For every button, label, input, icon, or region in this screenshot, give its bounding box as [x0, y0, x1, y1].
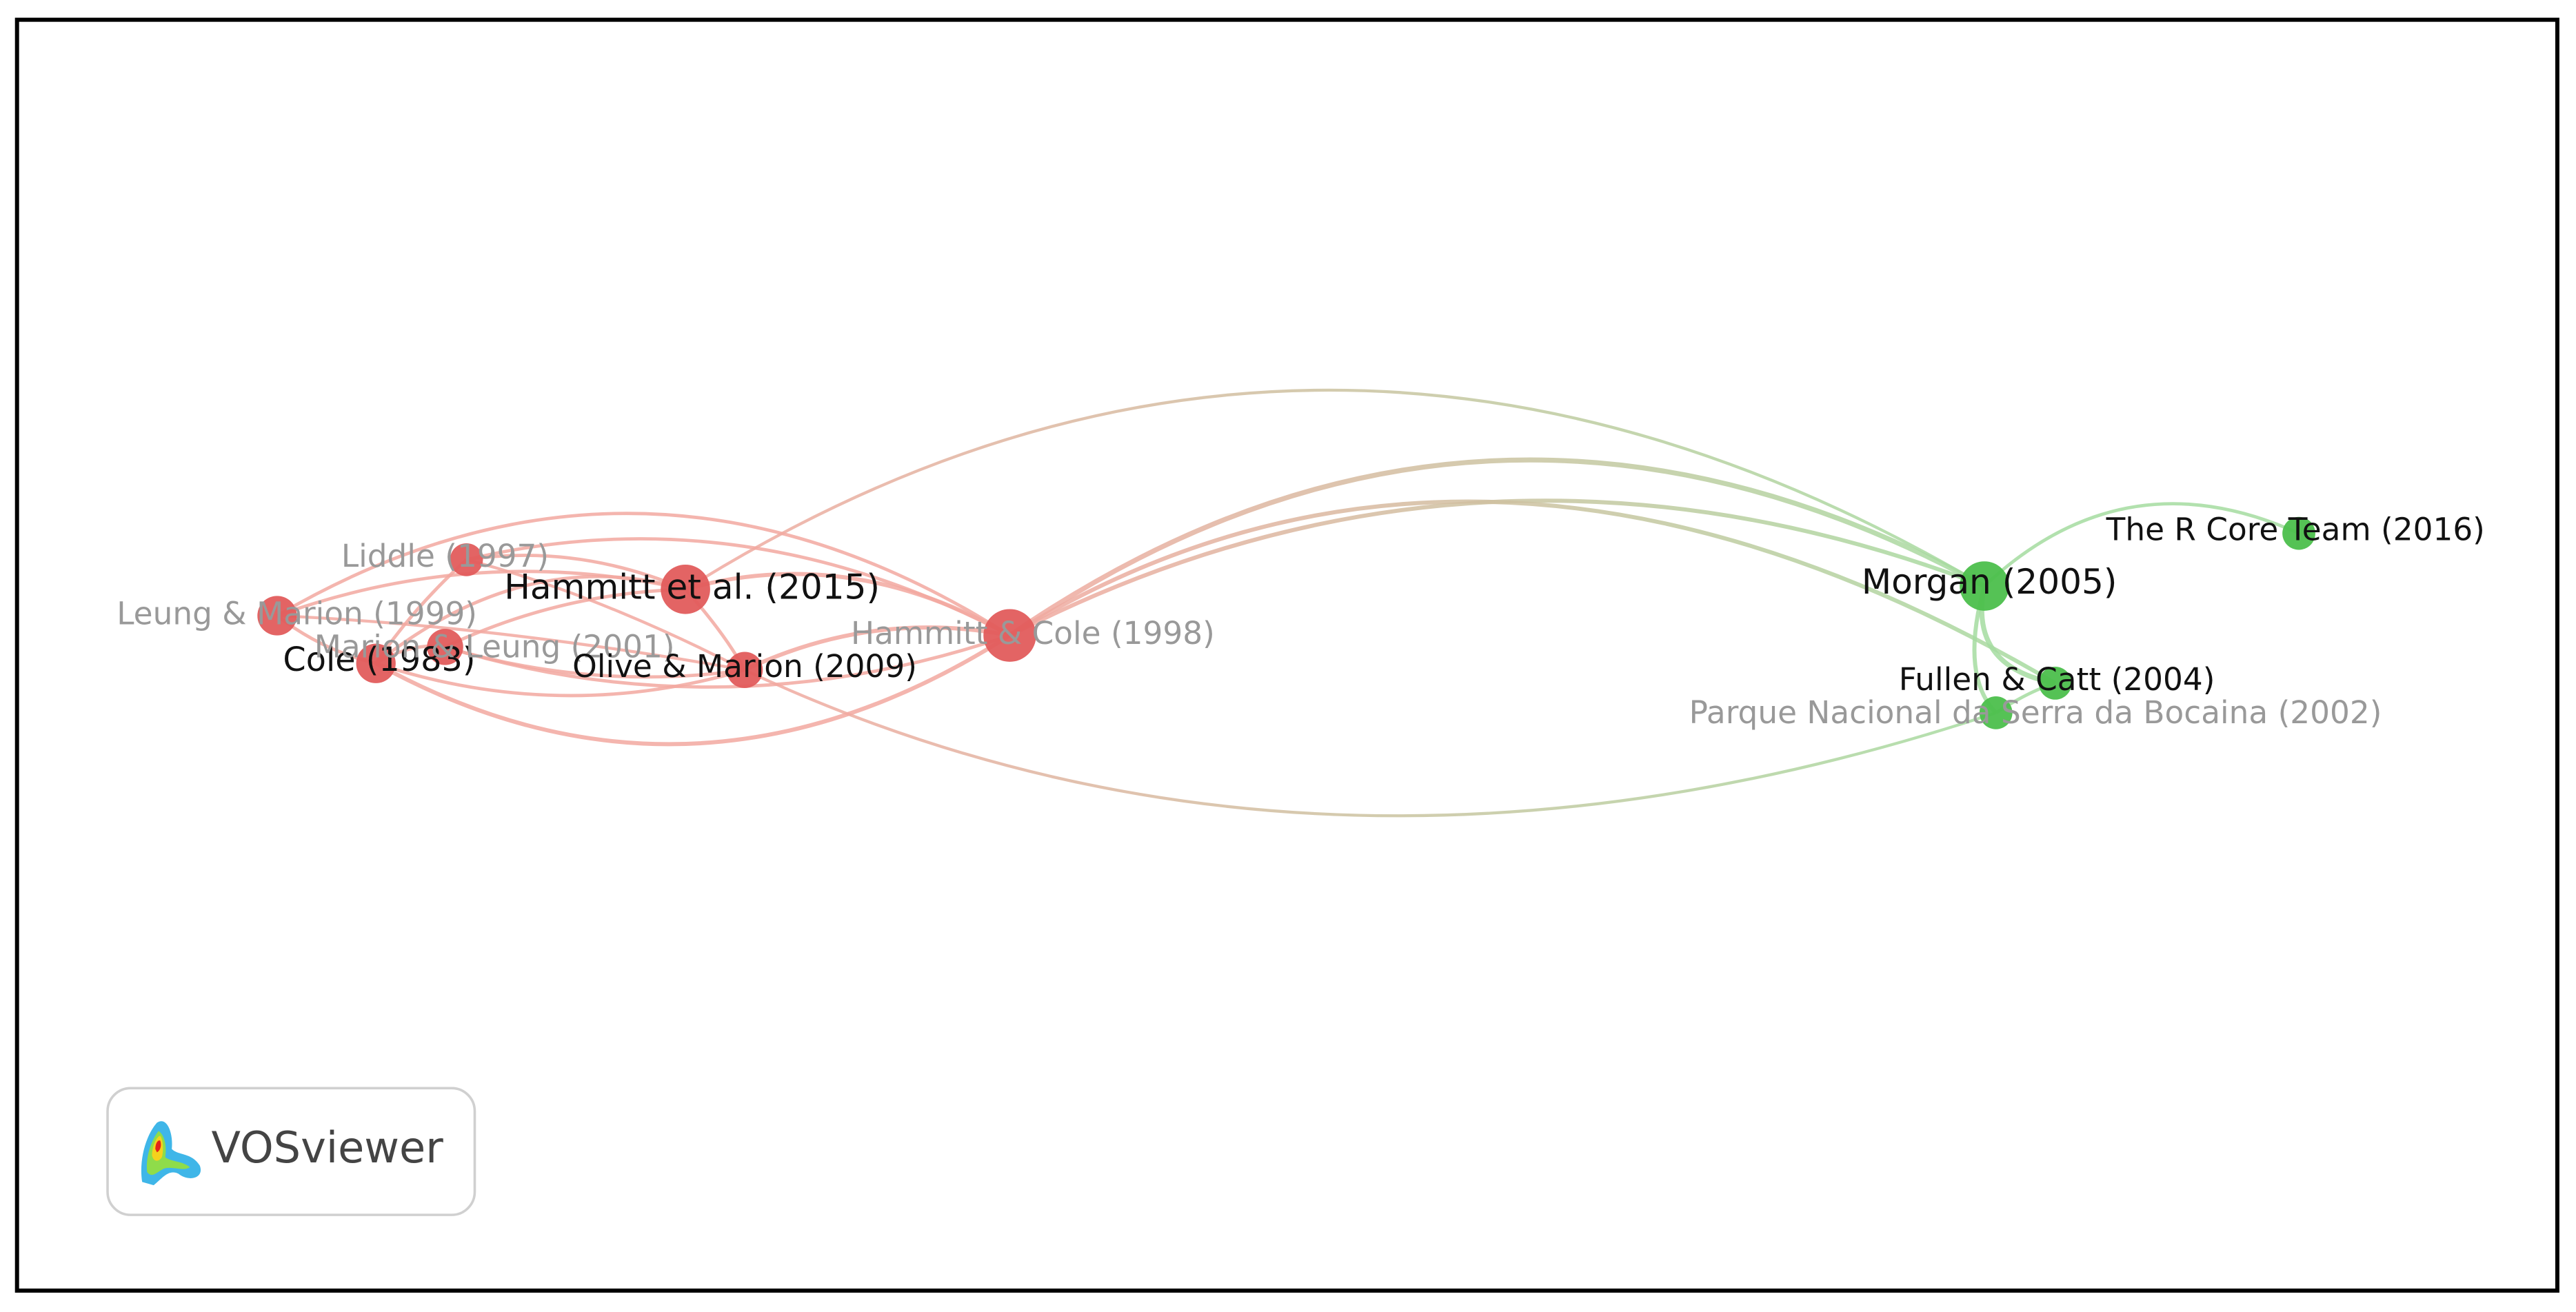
frame — [14, 17, 2559, 1293]
edge — [465, 558, 746, 672]
node-label[interactable]: Hammitt & Cole (1998) — [851, 615, 1215, 652]
node-label[interactable]: Fullen & Catt (2004) — [1899, 661, 2215, 698]
edge — [276, 614, 745, 672]
node-label[interactable]: Liddle (1997) — [341, 538, 549, 574]
edge — [1008, 457, 1986, 638]
edge — [375, 661, 745, 698]
node-label[interactable]: Olive & Marion (2009) — [572, 648, 917, 685]
edge — [444, 587, 686, 649]
logo-text[interactable]: VOSviewer — [211, 1122, 443, 1173]
edge — [1983, 502, 2300, 587]
labels: Leung & Marion (1999)Liddle (1997)Hammit… — [117, 512, 2485, 731]
node-label[interactable]: Hammitt et al. (2015) — [504, 566, 880, 607]
node[interactable] — [427, 629, 463, 665]
edge — [276, 569, 686, 618]
logo-icon — [141, 1121, 201, 1186]
node-label[interactable]: Morgan (2005) — [1862, 561, 2117, 602]
edge — [444, 634, 1011, 689]
node[interactable] — [257, 596, 297, 636]
node-label[interactable]: Leung & Marion (1999) — [117, 596, 477, 632]
node-label[interactable]: Marion & Leung (2001) — [314, 628, 675, 665]
logo-box[interactable] — [106, 1087, 476, 1216]
edge — [743, 625, 1011, 672]
edge — [744, 668, 1997, 818]
node[interactable] — [1979, 696, 2013, 729]
node[interactable] — [2038, 667, 2072, 700]
node[interactable] — [726, 652, 763, 689]
node[interactable] — [450, 543, 483, 576]
node-label[interactable]: The R Core Team (2016) — [2106, 512, 2485, 548]
edge — [466, 554, 687, 591]
logo[interactable]: VOSviewer — [106, 1087, 476, 1216]
node[interactable] — [2282, 516, 2315, 550]
node-label[interactable]: Cole (1983) — [283, 641, 475, 679]
node[interactable] — [356, 643, 396, 683]
node[interactable] — [983, 609, 1036, 662]
edge — [685, 572, 1011, 638]
node[interactable] — [1960, 561, 2009, 611]
node[interactable] — [661, 564, 710, 614]
edge — [1008, 499, 2057, 685]
nodes — [257, 516, 2315, 729]
node-label[interactable]: Parque Nacional da Serra da Bocaina (200… — [1689, 694, 2382, 731]
edge — [684, 388, 1986, 591]
edge — [276, 512, 1011, 637]
edge — [374, 634, 1012, 747]
